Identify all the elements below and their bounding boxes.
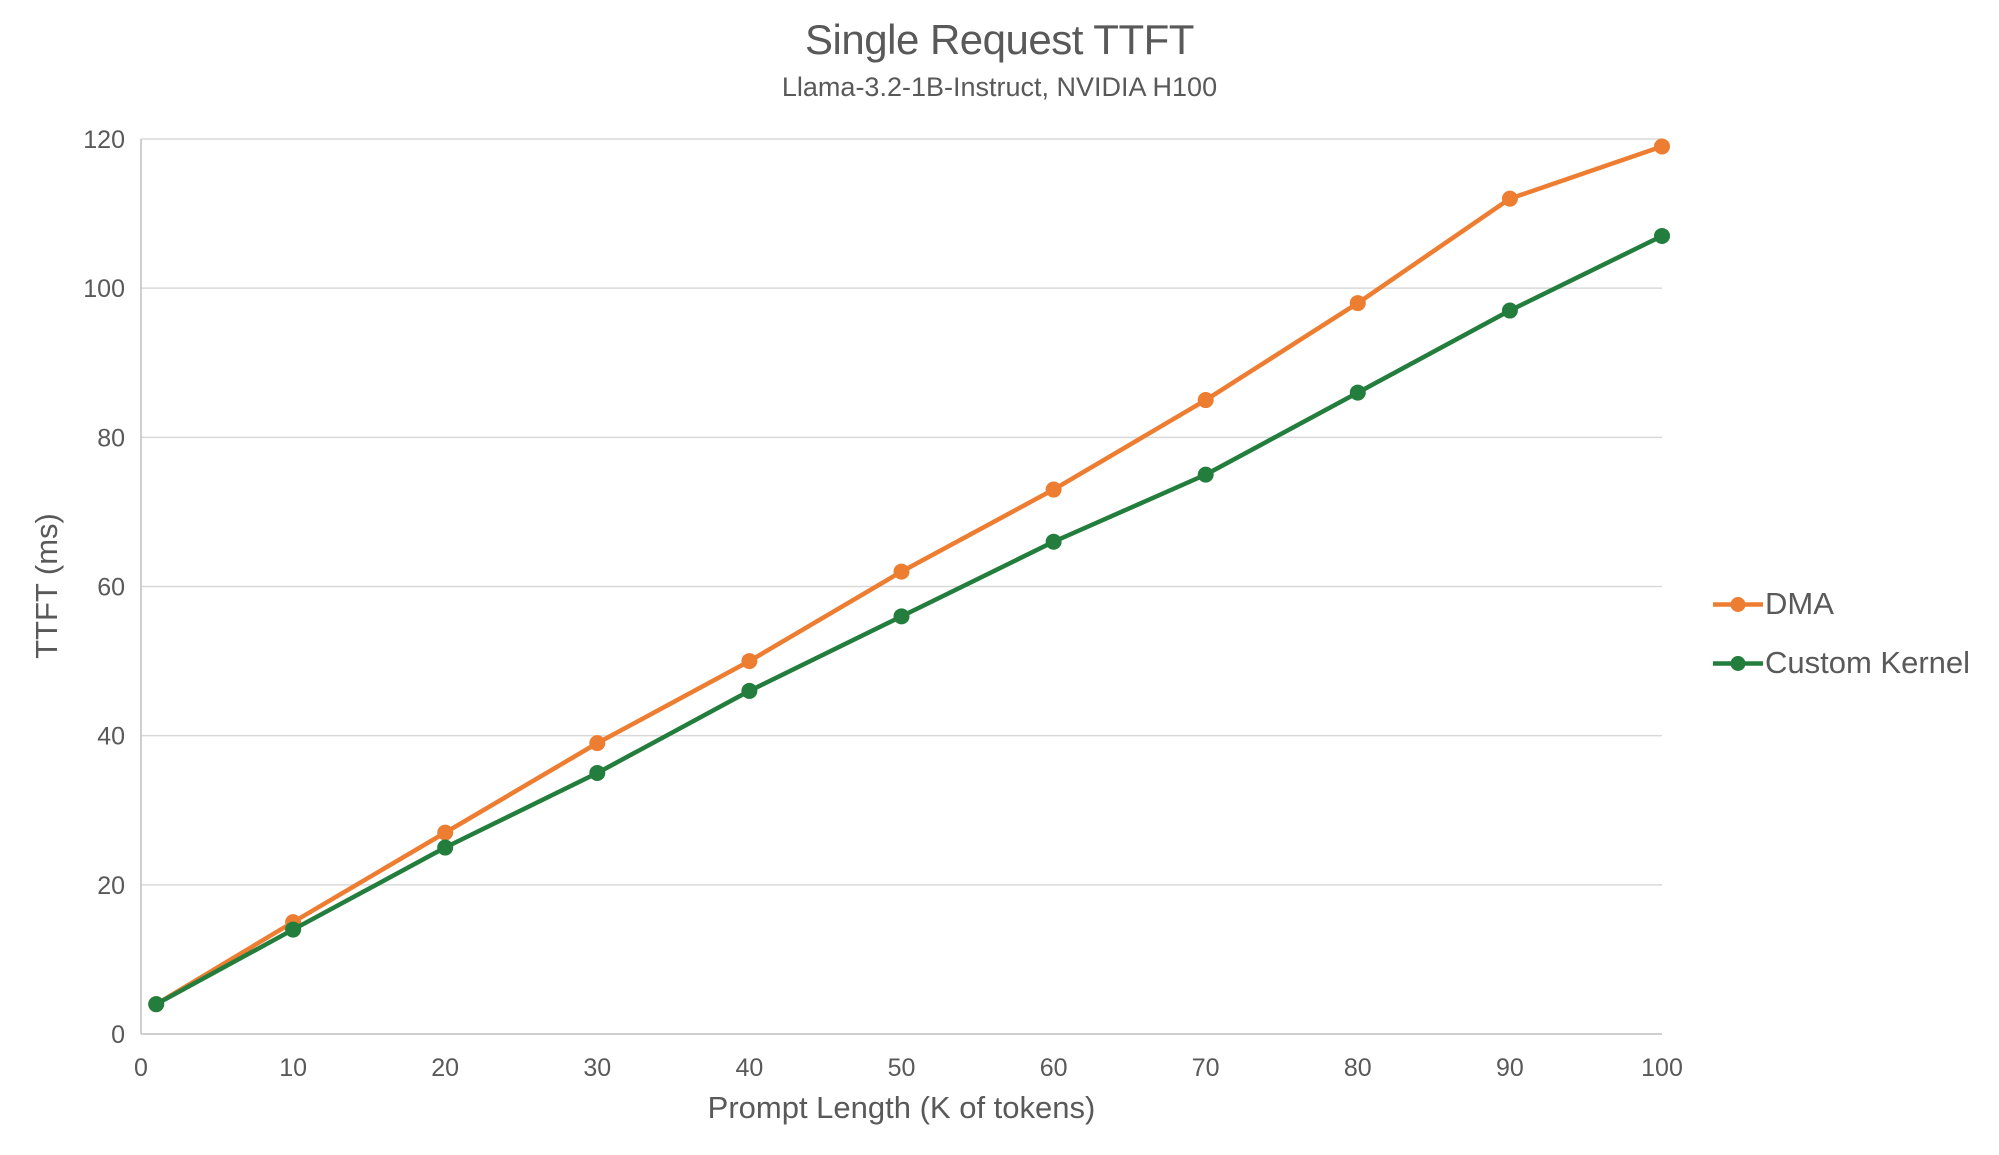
series-0-marker-x100 xyxy=(1654,138,1670,155)
legend-label-custom-kernel: Custom Kernel xyxy=(1765,645,1971,680)
series-0-marker-x40 xyxy=(741,653,758,670)
custom-kernel-legend-marker-icon xyxy=(1713,655,1763,671)
series-0-marker-x90 xyxy=(1501,190,1518,207)
x-tick-label-50: 50 xyxy=(888,1054,916,1082)
series-1-marker-x30 xyxy=(589,764,606,781)
y-tick-label-20: 20 xyxy=(97,872,125,900)
y-axis-title: TTFT (ms) xyxy=(29,513,64,659)
x-tick-label-80: 80 xyxy=(1344,1054,1372,1082)
series-line-0 xyxy=(153,144,1665,1007)
x-tick-label-90: 90 xyxy=(1496,1054,1524,1082)
chart-title: Single Request TTFT xyxy=(805,16,1194,63)
series-1-marker-x50 xyxy=(893,608,910,625)
legend-label-dma: DMA xyxy=(1765,586,1834,621)
y-tick-label-120: 120 xyxy=(83,126,125,154)
series-1-marker-x80 xyxy=(1349,384,1366,401)
series-0-marker-x20 xyxy=(437,824,454,841)
series-1-marker-x70 xyxy=(1197,466,1214,483)
y-tick-label-0: 0 xyxy=(111,1021,125,1049)
x-tick-label-30: 30 xyxy=(583,1054,611,1082)
y-tick-label-60: 60 xyxy=(97,574,125,602)
series-0-marker-x50 xyxy=(893,563,910,580)
series-1-marker-x100 xyxy=(1654,227,1670,244)
series-1-marker-x10 xyxy=(285,921,302,938)
x-tick-label-40: 40 xyxy=(735,1054,763,1082)
chart-subtitle: Llama-3.2-1B-Instruct, NVIDIA H100 xyxy=(781,72,1218,102)
series-1-marker-x90 xyxy=(1501,302,1518,319)
x-tick-label-60: 60 xyxy=(1040,1054,1068,1082)
series-1-marker-x20 xyxy=(437,839,454,856)
series-0-marker-x30 xyxy=(589,735,606,752)
legend: DMA Custom Kernel xyxy=(1713,586,1970,681)
series-0-marker-x70 xyxy=(1197,392,1214,409)
x-axis-title: Prompt Length (K of tokens) xyxy=(707,1090,1096,1125)
dma-legend-marker-icon xyxy=(1713,596,1763,612)
series-0-marker-x80 xyxy=(1349,295,1366,312)
series-1-marker-x60 xyxy=(1045,533,1062,550)
y-tick-label-100: 100 xyxy=(83,275,125,303)
series-0-marker-x60 xyxy=(1045,481,1062,498)
x-tick-label-100: 100 xyxy=(1641,1054,1683,1082)
x-tick-label-20: 20 xyxy=(431,1054,459,1082)
x-tick-label-10: 10 xyxy=(279,1054,307,1082)
series-1-marker-x1 xyxy=(148,996,165,1013)
y-tick-label-40: 40 xyxy=(97,723,125,751)
series-1-marker-x40 xyxy=(741,682,758,699)
x-tick-label-70: 70 xyxy=(1192,1054,1220,1082)
y-tick-label-80: 80 xyxy=(97,424,125,452)
legend-item-custom-kernel: Custom Kernel xyxy=(1713,645,1970,681)
legend-item-dma: DMA xyxy=(1713,586,1970,622)
series-line-1 xyxy=(153,233,1665,1007)
x-tick-label-0: 0 xyxy=(134,1054,148,1082)
